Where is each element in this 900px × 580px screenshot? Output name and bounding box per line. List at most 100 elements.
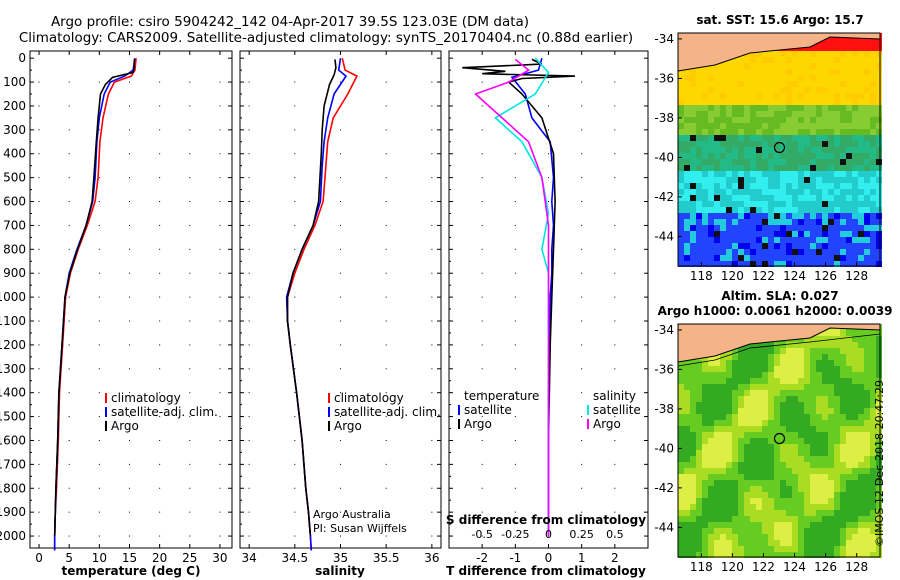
map-cell <box>684 372 690 378</box>
map-cell <box>780 474 786 480</box>
map-cell <box>744 159 750 165</box>
map-cell <box>774 546 780 552</box>
grid-dot <box>548 129 549 131</box>
map-cell <box>762 504 768 510</box>
map-cell <box>870 498 876 504</box>
map-cell <box>870 159 876 165</box>
map-cell <box>828 528 834 534</box>
map-cell <box>768 396 774 402</box>
map-cell <box>852 390 858 396</box>
map-cell <box>750 348 756 354</box>
map-cell <box>822 456 828 462</box>
map-cell <box>702 528 708 534</box>
map-cell <box>804 522 810 528</box>
map-cell <box>846 408 852 414</box>
map-cell <box>678 123 684 129</box>
map-cell <box>816 183 822 189</box>
map-cell <box>774 486 780 492</box>
map-cell <box>846 360 852 366</box>
map-cell <box>750 384 756 390</box>
map-cell <box>780 165 786 171</box>
map-cell <box>780 402 786 408</box>
map-cell <box>828 225 834 231</box>
map-cell <box>840 255 846 261</box>
y-tick-label: 0 <box>18 51 26 65</box>
map-cell <box>810 261 816 267</box>
map-cell <box>744 516 750 522</box>
map-cell <box>684 243 690 249</box>
map-cell <box>876 540 882 546</box>
grid-dot <box>385 81 387 83</box>
x-tick-label: 0 <box>35 551 43 565</box>
y-tick-label: 700 <box>3 218 26 232</box>
map-cell <box>744 366 750 372</box>
map-cell <box>684 402 690 408</box>
map-cell <box>864 183 870 189</box>
map-cell <box>774 450 780 456</box>
map-cell <box>708 201 714 207</box>
grid-dot <box>514 535 516 537</box>
map-cell <box>762 366 768 372</box>
map-cell <box>684 213 690 219</box>
map-cell <box>804 171 810 177</box>
map-cell <box>744 384 750 390</box>
map-cell <box>876 450 882 456</box>
map-cell <box>774 462 780 468</box>
map-cell <box>708 213 714 219</box>
map-cell <box>696 261 702 267</box>
map-cell <box>876 261 882 267</box>
map-cell <box>798 165 804 171</box>
grid-dot <box>128 129 130 131</box>
grid-dot <box>385 344 387 346</box>
map-cell <box>798 480 804 486</box>
grid-dot <box>431 463 433 465</box>
grid-dot <box>248 368 250 370</box>
grid-dot <box>68 344 70 346</box>
map-cell <box>798 360 804 366</box>
map-cell <box>870 474 876 480</box>
map-cell <box>852 468 858 474</box>
map-cell <box>846 444 852 450</box>
map-cell <box>780 546 786 552</box>
grid-dot <box>189 463 191 465</box>
map-cell <box>798 486 804 492</box>
map-cell <box>744 231 750 237</box>
map-cell <box>786 195 792 201</box>
grid-dot <box>294 487 296 489</box>
map-cell <box>846 540 852 546</box>
map-cell <box>744 135 750 141</box>
map-cell <box>858 492 864 498</box>
map-cell <box>834 342 840 348</box>
map-cell <box>756 135 762 141</box>
map-cell <box>822 201 828 207</box>
map-cell <box>762 492 768 498</box>
map-cell <box>756 366 762 372</box>
map-cell <box>774 171 780 177</box>
map-cell <box>870 153 876 159</box>
map-cell <box>684 81 690 87</box>
map-cell <box>846 213 852 219</box>
map-cell <box>744 153 750 159</box>
map-cell <box>852 522 858 528</box>
grid-dot <box>481 416 483 418</box>
map-cell <box>768 540 774 546</box>
map-cell <box>870 330 876 336</box>
map-cell <box>720 201 726 207</box>
map-cell <box>744 111 750 117</box>
map-cell <box>702 450 708 456</box>
map-cell <box>732 81 738 87</box>
grid-dot <box>128 81 130 83</box>
map-cell <box>696 123 702 129</box>
map-cell <box>690 147 696 153</box>
grid-dot <box>189 439 191 441</box>
map-cell <box>732 456 738 462</box>
map-cell <box>840 462 846 468</box>
map-cell <box>816 504 822 510</box>
map-cell <box>828 135 834 141</box>
map-cell <box>690 105 696 111</box>
map-cell <box>822 450 828 456</box>
map-cell <box>804 414 810 420</box>
map-cell <box>822 492 828 498</box>
map-cell <box>876 129 882 135</box>
map-cell <box>726 225 732 231</box>
